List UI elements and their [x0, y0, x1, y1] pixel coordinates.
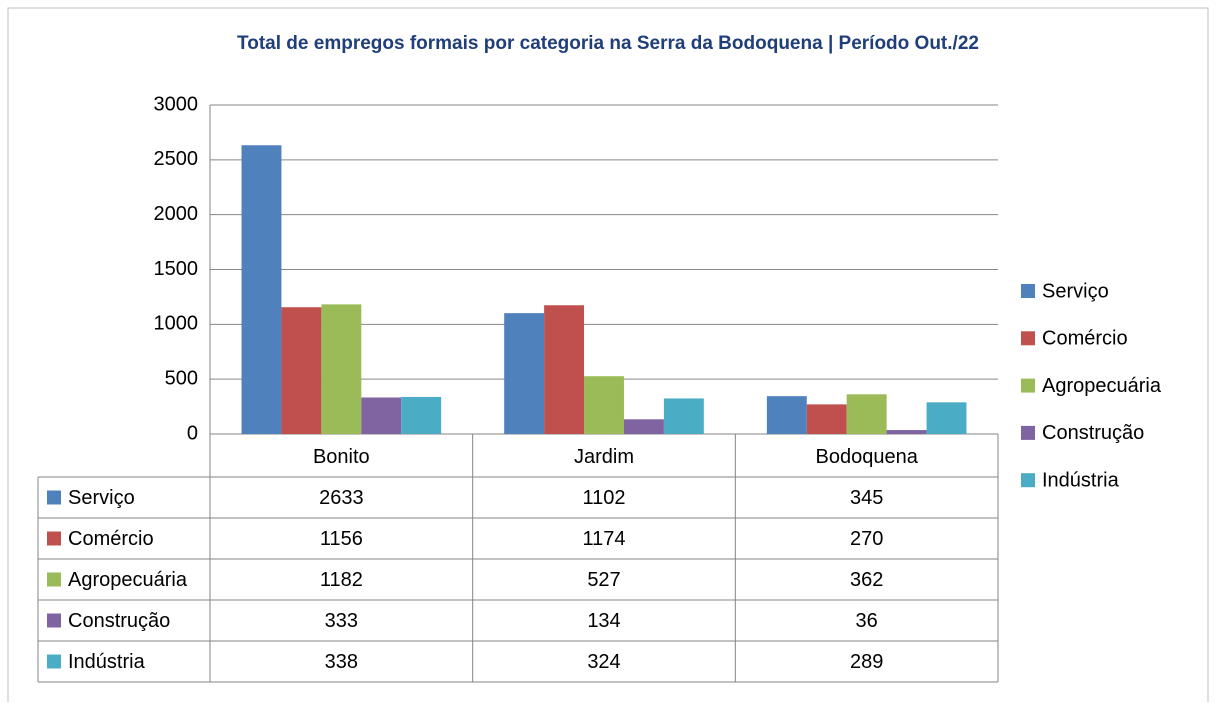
table-row-label: Serviço: [68, 487, 135, 509]
x-tick-label: Bodoquena: [816, 446, 919, 468]
table-row-label: Comércio: [68, 528, 154, 550]
legend-key: [1021, 331, 1035, 346]
bar: [241, 145, 282, 434]
table-cell: 333: [325, 610, 358, 632]
chart-title: Total de empregos formais por categoria …: [237, 33, 979, 54]
table-cell: 1102: [582, 487, 625, 509]
bar: [584, 376, 624, 434]
y-tick-label: 2500: [154, 148, 199, 170]
table-cell: 1182: [320, 569, 363, 591]
table-cell: 36: [856, 610, 878, 632]
legend-label: Comércio: [1042, 328, 1128, 350]
x-tick-label: Bonito: [313, 446, 370, 468]
bar: [504, 313, 545, 434]
chart-border: [7, 7, 1209, 707]
table-row-label: Construção: [68, 610, 170, 632]
bar: [766, 396, 807, 434]
legend-key: [1021, 473, 1035, 488]
table-cell: 2633: [319, 487, 364, 509]
table-legend-key: [47, 490, 61, 505]
y-tick-label: 0: [187, 422, 198, 444]
bar: [806, 404, 847, 434]
table-row-label: Indústria: [68, 651, 146, 673]
bar: [281, 307, 322, 434]
x-tick-label: Jardim: [574, 446, 634, 468]
legend-key: [1021, 425, 1035, 440]
y-tick-label: 500: [165, 367, 198, 389]
y-tick-label: 3000: [154, 93, 199, 115]
table-cell: 338: [325, 651, 358, 673]
table-legend-key: [47, 654, 61, 669]
table-cell: 527: [587, 569, 620, 591]
table-cell: 134: [587, 610, 620, 632]
bar: [886, 430, 927, 434]
table-cell: 1174: [582, 528, 625, 550]
legend-label: Construção: [1042, 422, 1144, 444]
y-tick-label: 1500: [154, 258, 199, 280]
legend-key: [1021, 378, 1035, 393]
legend-label: Agropecuária: [1042, 375, 1162, 397]
table-row-label: Agropecuária: [68, 569, 188, 591]
bar: [544, 305, 585, 434]
table-cell: 345: [850, 487, 883, 509]
table-legend-key: [47, 572, 61, 587]
bar: [926, 402, 967, 434]
table-legend-key: [47, 613, 61, 628]
table-cell: 270: [850, 528, 883, 550]
legend-key: [1021, 284, 1035, 298]
bar: [846, 394, 887, 434]
table-cell: 362: [850, 569, 883, 591]
table-cell: 324: [587, 651, 620, 673]
table-legend-key: [47, 531, 61, 546]
table-cell: 289: [850, 651, 883, 673]
bar: [623, 419, 664, 434]
legend-label: Serviço: [1042, 280, 1109, 302]
table-cell: 1156: [320, 528, 363, 550]
bar: [401, 396, 442, 434]
bar: [361, 397, 402, 434]
legend-label: Indústria: [1042, 469, 1120, 491]
y-tick-label: 2000: [154, 203, 199, 225]
bar: [321, 304, 362, 434]
bar: [663, 398, 704, 434]
y-tick-label: 1000: [154, 313, 199, 335]
